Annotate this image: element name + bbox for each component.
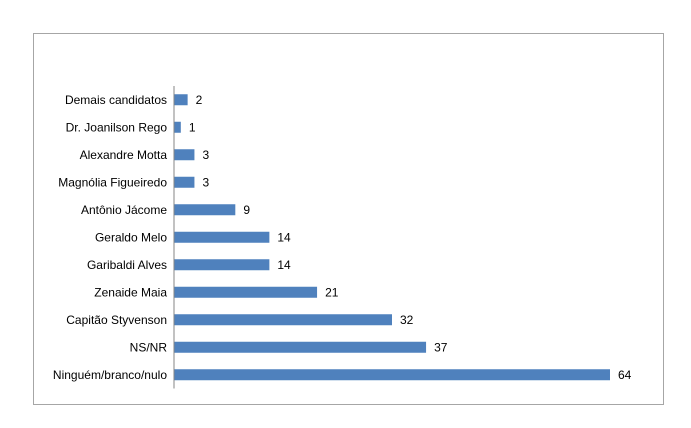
category-label: Alexandre Motta xyxy=(80,148,168,162)
category-label: Dr. Joanilson Rego xyxy=(66,120,168,134)
bar xyxy=(174,314,392,326)
bar xyxy=(174,286,318,298)
data-label: 3 xyxy=(202,175,209,189)
category-label: NS/NR xyxy=(130,340,168,354)
category-label: Demais candidatos xyxy=(65,93,167,107)
category-label: Magnólia Figueiredo xyxy=(58,175,167,189)
bar xyxy=(174,204,236,216)
data-label: 14 xyxy=(277,258,291,272)
data-label: 9 xyxy=(243,203,250,217)
bar xyxy=(174,94,188,106)
bar xyxy=(174,341,427,353)
bar xyxy=(174,231,270,243)
category-label: Antônio Jácome xyxy=(81,203,167,217)
data-label: 37 xyxy=(434,340,448,354)
category-label: Geraldo Melo xyxy=(95,230,167,244)
data-label: 64 xyxy=(618,368,632,382)
category-label: Zenaide Maia xyxy=(94,285,167,299)
bar xyxy=(174,259,270,271)
data-label: 14 xyxy=(277,230,291,244)
data-label: 32 xyxy=(400,313,414,327)
bar xyxy=(174,176,195,188)
category-label: Ninguém/branco/nulo xyxy=(53,368,167,382)
category-labels: Demais candidatos Dr. Joanilson Rego Alexa… xyxy=(53,93,167,382)
bar xyxy=(174,369,610,381)
bar xyxy=(174,121,181,133)
data-label: 1 xyxy=(189,120,196,134)
data-label: 2 xyxy=(196,93,203,107)
category-label: Garibaldi Alves xyxy=(87,258,167,272)
bar xyxy=(174,149,195,161)
data-label: 21 xyxy=(325,285,339,299)
bars-group xyxy=(174,94,610,381)
category-label: Capitão Styvenson xyxy=(66,313,167,327)
data-label: 3 xyxy=(202,148,209,162)
